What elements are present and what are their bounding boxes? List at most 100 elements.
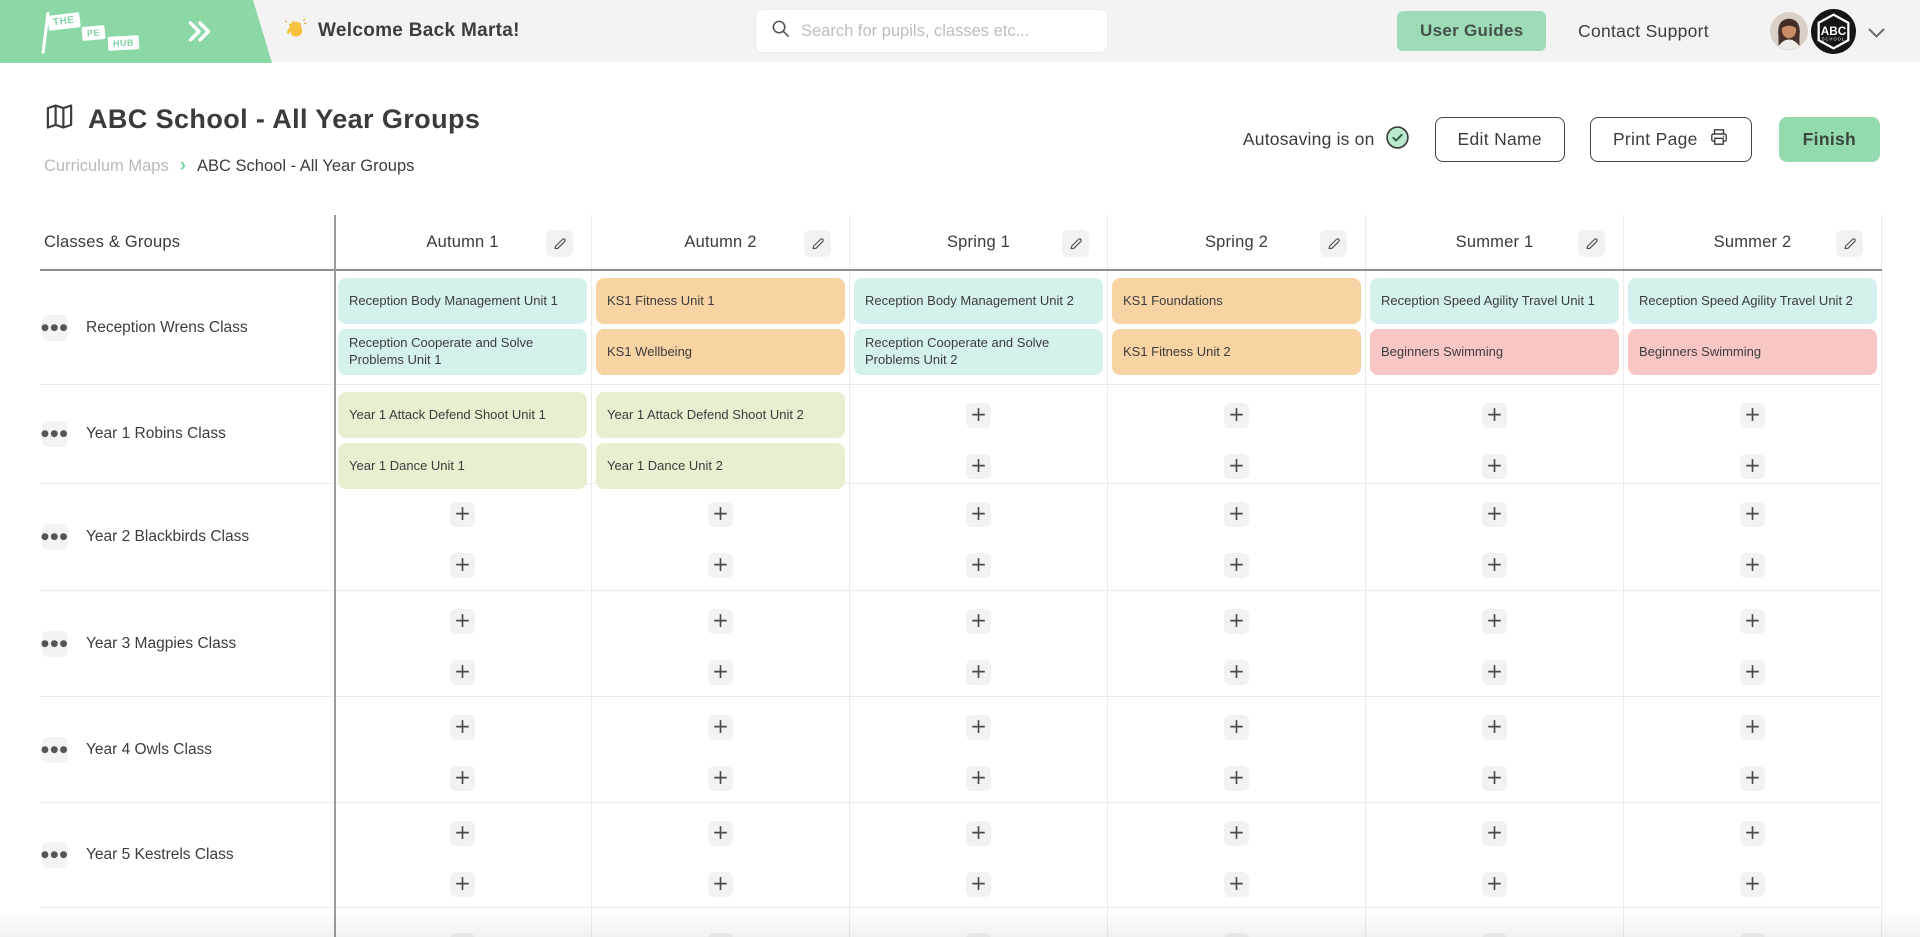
class-options-menu-button[interactable]: ●●● <box>41 421 68 447</box>
add-unit-button[interactable]: + <box>1224 608 1249 634</box>
user-guides-button[interactable]: User Guides <box>1397 11 1547 51</box>
add-unit-button[interactable]: + <box>708 659 733 685</box>
sidebar-expand-icon[interactable] <box>186 20 214 48</box>
add-unit-button[interactable]: + <box>1482 552 1507 578</box>
add-unit-button[interactable]: + <box>966 765 991 791</box>
add-unit-button[interactable]: + <box>1482 608 1507 634</box>
add-unit-button[interactable]: + <box>1740 871 1765 897</box>
breadcrumb-curriculum-maps-link[interactable]: Curriculum Maps <box>44 156 169 175</box>
add-unit-button[interactable]: + <box>450 501 475 527</box>
add-unit-button[interactable]: + <box>1740 402 1765 428</box>
unit-chip[interactable]: KS1 Fitness Unit 1 <box>596 278 845 324</box>
add-unit-button[interactable]: + <box>966 453 991 479</box>
add-unit-button[interactable]: + <box>708 820 733 846</box>
add-unit-button[interactable]: + <box>1740 714 1765 740</box>
unit-chip[interactable]: Reception Cooperate and Solve Problems U… <box>338 329 587 375</box>
add-unit-button[interactable]: + <box>708 552 733 578</box>
add-unit-button[interactable]: + <box>1482 501 1507 527</box>
add-unit-button[interactable]: + <box>450 932 475 937</box>
add-unit-button[interactable]: + <box>450 608 475 634</box>
add-unit-button[interactable]: + <box>1740 659 1765 685</box>
unit-chip[interactable]: KS1 Foundations <box>1112 278 1361 324</box>
edit-name-button[interactable]: Edit Name <box>1434 117 1565 162</box>
search-input[interactable] <box>801 21 1092 41</box>
print-page-button[interactable]: Print Page <box>1589 117 1752 162</box>
add-unit-button[interactable]: + <box>1482 871 1507 897</box>
add-unit-button[interactable]: + <box>966 501 991 527</box>
unit-chip[interactable]: Year 1 Attack Defend Shoot Unit 1 <box>338 392 587 438</box>
add-unit-button[interactable]: + <box>966 871 991 897</box>
unit-chip[interactable]: Year 1 Dance Unit 2 <box>596 443 845 489</box>
edit-column-summer-2-button[interactable] <box>1836 230 1863 257</box>
unit-chip[interactable]: Year 1 Attack Defend Shoot Unit 2 <box>596 392 845 438</box>
edit-column-autumn-2-button[interactable] <box>804 230 831 257</box>
unit-chip[interactable]: Reception Body Management Unit 2 <box>854 278 1103 324</box>
unit-chip[interactable]: Beginners Swimming <box>1628 329 1877 375</box>
edit-column-spring-1-button[interactable] <box>1062 230 1089 257</box>
add-unit-button[interactable]: + <box>450 820 475 846</box>
add-unit-button[interactable]: + <box>708 932 733 937</box>
add-unit-button[interactable]: + <box>1224 932 1249 937</box>
edit-column-spring-2-button[interactable] <box>1320 230 1347 257</box>
add-unit-button[interactable]: + <box>1224 871 1249 897</box>
class-options-menu-button[interactable]: ●●● <box>41 842 68 868</box>
add-unit-button[interactable]: + <box>450 871 475 897</box>
add-unit-button[interactable]: + <box>708 608 733 634</box>
unit-chip[interactable]: Reception Speed Agility Travel Unit 2 <box>1628 278 1877 324</box>
add-unit-button[interactable]: + <box>966 659 991 685</box>
contact-support-link[interactable]: Contact Support <box>1578 20 1709 41</box>
add-unit-button[interactable]: + <box>450 765 475 791</box>
add-unit-button[interactable]: + <box>1224 659 1249 685</box>
add-unit-button[interactable]: + <box>1482 659 1507 685</box>
unit-chip[interactable]: Year 1 Dance Unit 1 <box>338 443 587 489</box>
edit-column-autumn-1-button[interactable] <box>546 230 573 257</box>
pe-hub-logo[interactable]: THE PE HUB <box>0 0 272 63</box>
add-unit-button[interactable]: + <box>1740 453 1765 479</box>
add-unit-button[interactable]: + <box>1482 402 1507 428</box>
add-unit-button[interactable]: + <box>1482 932 1507 937</box>
add-unit-button[interactable]: + <box>1482 765 1507 791</box>
add-unit-button[interactable]: + <box>966 714 991 740</box>
unit-chip[interactable]: Beginners Swimming <box>1370 329 1619 375</box>
add-unit-button[interactable]: + <box>1224 714 1249 740</box>
add-unit-button[interactable]: + <box>1482 714 1507 740</box>
add-unit-button[interactable]: + <box>1224 453 1249 479</box>
user-avatar[interactable] <box>1770 12 1808 50</box>
add-unit-button[interactable]: + <box>1224 820 1249 846</box>
add-unit-button[interactable]: + <box>1740 765 1765 791</box>
add-unit-button[interactable]: + <box>1740 552 1765 578</box>
add-unit-button[interactable]: + <box>450 714 475 740</box>
add-unit-button[interactable]: + <box>708 765 733 791</box>
add-unit-button[interactable]: + <box>708 871 733 897</box>
class-options-menu-button[interactable]: ●●● <box>41 736 68 763</box>
add-unit-button[interactable]: + <box>1224 552 1249 578</box>
add-unit-button[interactable]: + <box>1482 820 1507 846</box>
unit-chip[interactable]: KS1 Fitness Unit 2 <box>1112 329 1361 375</box>
add-unit-button[interactable]: + <box>966 402 991 428</box>
unit-chip[interactable]: Reception Cooperate and Solve Problems U… <box>854 329 1103 375</box>
add-unit-button[interactable]: + <box>1482 453 1507 479</box>
class-options-menu-button[interactable]: ●●● <box>41 630 68 657</box>
class-options-menu-button[interactable]: ●●● <box>41 524 68 550</box>
add-unit-button[interactable]: + <box>1224 402 1249 428</box>
edit-column-summer-1-button[interactable] <box>1578 230 1605 257</box>
add-unit-button[interactable]: + <box>450 552 475 578</box>
add-unit-button[interactable]: + <box>1224 765 1249 791</box>
add-unit-button[interactable]: + <box>1740 608 1765 634</box>
class-options-menu-button[interactable]: ●●● <box>41 314 68 341</box>
school-badge-avatar[interactable]: ABC SCHOOL <box>1811 9 1856 54</box>
unit-chip[interactable]: KS1 Wellbeing <box>596 329 845 375</box>
add-unit-button[interactable]: + <box>966 608 991 634</box>
add-unit-button[interactable]: + <box>966 552 991 578</box>
add-unit-button[interactable]: + <box>450 659 475 685</box>
finish-button[interactable]: Finish <box>1778 117 1880 162</box>
add-unit-button[interactable]: + <box>1740 820 1765 846</box>
add-unit-button[interactable]: + <box>966 932 991 937</box>
unit-chip[interactable]: Reception Speed Agility Travel Unit 1 <box>1370 278 1619 324</box>
add-unit-button[interactable]: + <box>1740 501 1765 527</box>
add-unit-button[interactable]: + <box>708 501 733 527</box>
add-unit-button[interactable]: + <box>966 820 991 846</box>
account-chevron-down-icon[interactable] <box>1868 26 1885 44</box>
add-unit-button[interactable]: + <box>1224 501 1249 527</box>
unit-chip[interactable]: Reception Body Management Unit 1 <box>338 278 587 324</box>
